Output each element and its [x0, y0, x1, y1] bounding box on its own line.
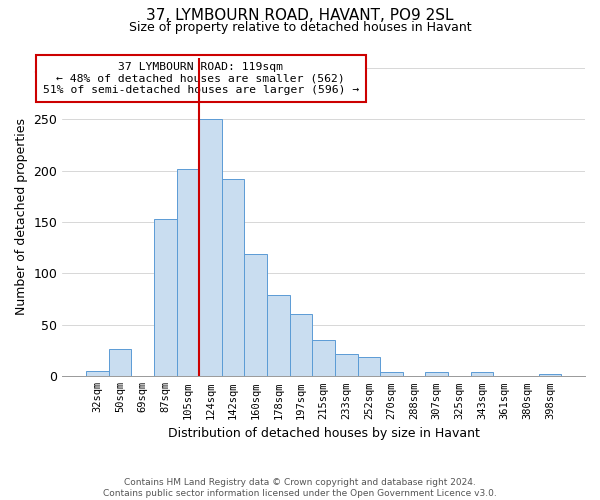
- Bar: [109, 348, 131, 376]
- Text: 37 LYMBOURN ROAD: 119sqm
← 48% of detached houses are smaller (562)
51% of semi-: 37 LYMBOURN ROAD: 119sqm ← 48% of detach…: [43, 62, 359, 96]
- Bar: [222, 179, 244, 376]
- Bar: [154, 219, 176, 376]
- Text: Contains HM Land Registry data © Crown copyright and database right 2024.
Contai: Contains HM Land Registry data © Crown c…: [103, 478, 497, 498]
- Text: Size of property relative to detached houses in Havant: Size of property relative to detached ho…: [128, 22, 472, 35]
- Bar: [358, 357, 380, 376]
- Bar: [244, 254, 267, 376]
- Bar: [471, 372, 493, 376]
- Bar: [176, 168, 199, 376]
- X-axis label: Distribution of detached houses by size in Havant: Distribution of detached houses by size …: [168, 427, 479, 440]
- Bar: [290, 314, 313, 376]
- Bar: [199, 119, 222, 376]
- Y-axis label: Number of detached properties: Number of detached properties: [15, 118, 28, 316]
- Bar: [380, 372, 403, 376]
- Bar: [313, 340, 335, 376]
- Bar: [425, 372, 448, 376]
- Bar: [539, 374, 561, 376]
- Bar: [86, 371, 109, 376]
- Text: 37, LYMBOURN ROAD, HAVANT, PO9 2SL: 37, LYMBOURN ROAD, HAVANT, PO9 2SL: [146, 8, 454, 22]
- Bar: [267, 295, 290, 376]
- Bar: [335, 354, 358, 376]
